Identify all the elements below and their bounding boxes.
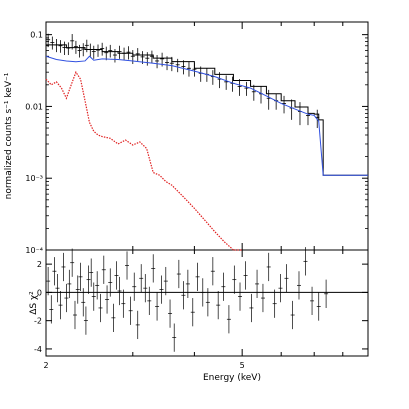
total-model-line: [46, 44, 368, 176]
x-axis-label: Energy (keV): [203, 373, 261, 383]
x-tick-label: 5: [240, 361, 245, 370]
residual-panel-frame: [45, 249, 369, 357]
x-tick-label: 2: [43, 361, 48, 370]
residual-y-ticks: 2 0 -2 -4: [34, 260, 368, 354]
residual-y-tick-label: -2: [34, 317, 42, 326]
residual-y-tick-label: -4: [34, 345, 42, 354]
residual-series-group: [46, 247, 368, 352]
red-component-line: [45, 70, 243, 251]
spectrum-y-ticks: 0.1 0.01 10⁻³ 10⁻⁴: [25, 31, 368, 255]
spectrum-y-axis-label: normalized counts s⁻¹ keV⁻¹: [4, 72, 14, 199]
residual-y-tick-label: 0: [37, 288, 42, 297]
residual-y-tick-label: 2: [37, 260, 42, 269]
residual-y-axis-label: ΔS χ²: [29, 291, 39, 315]
spectrum-y-tick-label: 0.1: [30, 31, 43, 40]
spectrum-y-tick-label: 10⁻³: [25, 174, 43, 183]
blue-component-line: [45, 55, 368, 176]
spectrum-y-tick-label: 0.01: [25, 102, 43, 111]
spectrum-y-tick-label: 10⁻⁴: [25, 246, 43, 255]
spectrum-series-group: [45, 33, 368, 251]
